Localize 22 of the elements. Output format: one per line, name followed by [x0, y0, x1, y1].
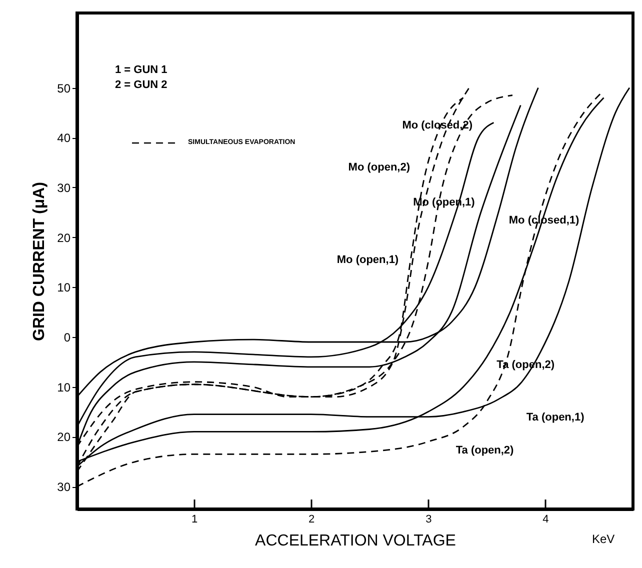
x-tick-label: 1: [191, 514, 198, 526]
y-tick-label: 50: [57, 81, 71, 96]
x-tick-label: 4: [542, 514, 549, 526]
y-tick-label: 10: [57, 380, 71, 394]
x-tick-label: 2: [308, 514, 315, 526]
annotation: Mo (open,2): [348, 162, 410, 174]
x-tick-label: 3: [426, 514, 432, 526]
annotation: Ta (open,1): [526, 411, 585, 424]
annotation: 1 = GUN 1: [115, 64, 168, 76]
annotation: Ta (open,2): [456, 444, 514, 457]
annotation: 2 = GUN 2: [115, 79, 168, 91]
y-tick-label: 30: [57, 180, 71, 195]
y-tick-label: 40: [57, 131, 71, 146]
text: KeV: [592, 532, 615, 546]
y-tick-label: 10: [57, 280, 71, 295]
x-axis-title: ACCELERATION VOLTAGE: [255, 532, 456, 550]
y-axis-title: GRID CURRENT (μA): [31, 182, 48, 342]
annotation: Mo (open,1): [336, 254, 399, 266]
y-tick-label: 0: [64, 330, 71, 345]
y-tick-label: 30: [57, 480, 71, 494]
y-tick-label: 20: [57, 230, 71, 245]
y-tick-label: 20: [57, 430, 71, 444]
